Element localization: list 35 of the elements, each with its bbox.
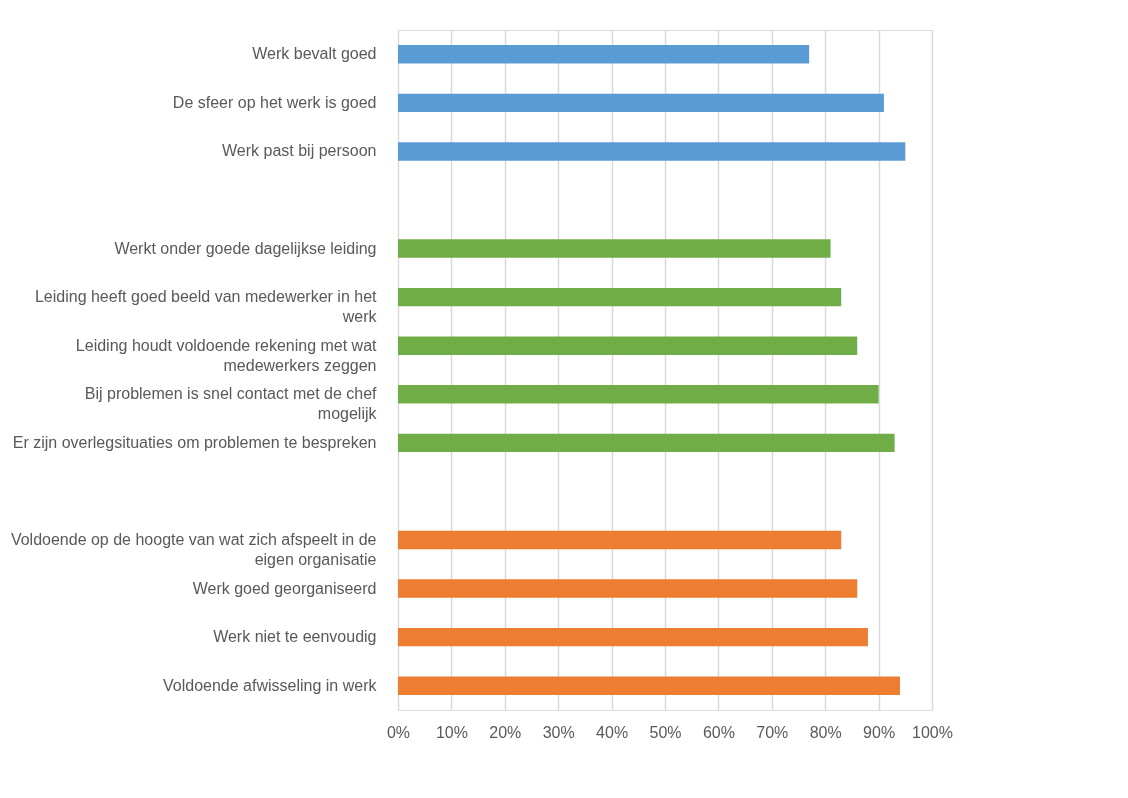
x-tick-label: 60% xyxy=(702,723,735,741)
x-tick-label: 30% xyxy=(542,723,575,741)
x-tick-label: 40% xyxy=(596,723,629,741)
bar xyxy=(398,239,831,258)
bar xyxy=(398,676,900,695)
y-tick-label: Bij problemen is snel contact met de chef mogelijk xyxy=(84,385,378,423)
bar xyxy=(398,93,884,113)
y-tick-label: Werk niet te eenvoudig xyxy=(213,628,377,646)
bar xyxy=(398,627,868,647)
bar xyxy=(398,530,842,550)
bar xyxy=(398,45,810,64)
x-tick-label: 0% xyxy=(386,723,411,741)
x-tick-label: 80% xyxy=(809,723,842,741)
y-tick-label: De sfeer op het werk is goed xyxy=(172,93,377,111)
x-tick-label: 50% xyxy=(649,723,682,741)
x-tick-label: 100% xyxy=(912,723,953,741)
bar xyxy=(398,142,906,161)
x-tick-label: 90% xyxy=(863,723,896,741)
y-tick-label: Voldoende op de hoogte van wat zich afspeelt in de eigen organisatie xyxy=(10,531,377,568)
x-tick-label: 70% xyxy=(756,723,789,741)
x-tick-label: 20% xyxy=(489,723,522,741)
bar xyxy=(398,287,842,307)
y-tick-label: Leiding heeft goed beeld van medewerker in het werk xyxy=(34,288,378,326)
bar xyxy=(398,336,858,355)
y-tick-label: Leiding houdt voldoende rekening met wat medewerkers zeggen xyxy=(75,336,378,374)
y-tick-label: Werk goed georganiseerd xyxy=(192,579,377,597)
y-tick-label: Er zijn overlegsituaties om problemen te bespreken xyxy=(12,433,377,451)
y-tick-label: Werk bevalt goed xyxy=(252,45,377,63)
bar xyxy=(398,385,879,404)
bar xyxy=(398,433,895,453)
bar xyxy=(398,579,858,598)
x-tick-label: 10% xyxy=(435,723,468,741)
y-tick-label: Werkt onder goede dagelijkse leiding xyxy=(114,239,377,257)
y-tick-label: Werk past bij persoon xyxy=(222,142,377,160)
y-tick-label: Voldoende afwisseling in werk xyxy=(163,676,378,694)
